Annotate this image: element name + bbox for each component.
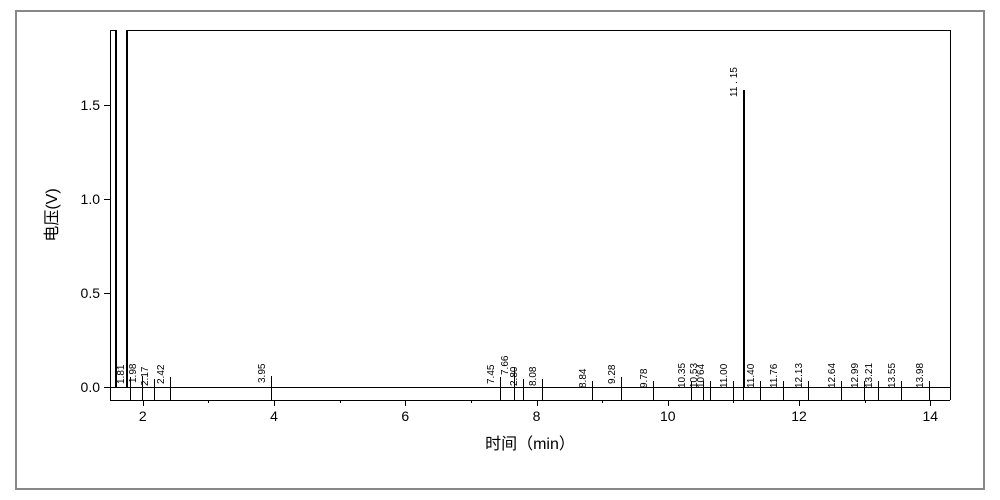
x-tick — [143, 400, 144, 406]
peak-rt-label: 10'64 — [696, 364, 707, 388]
peak-rt-marker — [523, 387, 524, 401]
y-tick — [104, 387, 110, 388]
peak-rt-marker — [864, 387, 865, 401]
peak-rt-marker — [901, 387, 902, 401]
chromatogram-peak — [523, 379, 524, 387]
axis-box-bottom — [110, 400, 950, 401]
chromatogram-peak — [271, 376, 272, 387]
y-tick-label: 1.0 — [81, 191, 100, 207]
x-tick — [537, 400, 538, 406]
chromatogram-peak — [500, 377, 501, 386]
peak-rt-label: 10.35 — [677, 363, 688, 388]
peak-rt-marker — [500, 387, 501, 401]
peak-rt-marker — [878, 387, 879, 401]
peak-rt-marker — [170, 387, 171, 401]
chromatogram-main-peak — [743, 90, 745, 387]
peak-rt-label: 11 . 15 — [729, 67, 740, 97]
chromatogram-peak — [154, 379, 155, 387]
y-tick-label: 1.5 — [81, 97, 100, 113]
solvent-front-edge — [115, 30, 117, 387]
x-axis-label: 时间（min） — [485, 430, 575, 454]
chromatogram-plot: 2 4 6 8 10 12 14 0.0 0.5 1.0 1.5 1.811.982.17 2.42 3.… — [0, 0, 1000, 500]
peak-rt-label: 11.40 — [746, 364, 757, 388]
peak-rt-marker — [808, 387, 809, 401]
x-minor-tick — [602, 400, 603, 403]
x-tick-label: 10 — [660, 408, 676, 424]
peak-rt-label: 7.45 — [486, 365, 497, 384]
x-tick-label: 14 — [923, 408, 939, 424]
peak-rt-marker — [154, 387, 155, 401]
chromatogram-baseline — [110, 387, 950, 388]
peak-rt-label: 11.00 — [719, 364, 730, 388]
peak-rt-marker — [760, 387, 761, 401]
peak-rt-marker — [743, 387, 744, 401]
x-tick-label: 12 — [791, 408, 807, 424]
x-minor-tick — [471, 400, 472, 403]
peak-rt-marker — [710, 387, 711, 401]
peak-rt-marker — [841, 387, 842, 401]
peak-rt-label: 9.28 — [607, 365, 618, 384]
x-tick — [668, 400, 669, 406]
peak-rt-label: 12.64 — [827, 363, 838, 388]
chromatogram-peak — [542, 379, 543, 387]
solvent-front-gap — [117, 29, 126, 32]
peak-rt-marker — [691, 387, 692, 401]
peak-rt-label: 9.78 — [639, 369, 650, 388]
axis-box-right — [950, 30, 951, 400]
axis-box-left — [110, 30, 111, 400]
y-tick — [104, 293, 110, 294]
peak-rt-label: 8.08 — [528, 367, 539, 386]
peak-rt-marker — [703, 387, 704, 401]
x-tick — [799, 400, 800, 406]
y-tick — [104, 105, 110, 106]
x-tick-label: 2 — [139, 408, 147, 424]
peak-rt-marker — [929, 387, 930, 401]
peak-rt-label: 3.95 — [257, 363, 268, 382]
x-tick-label: 4 — [270, 408, 278, 424]
peak-rt-marker — [142, 387, 143, 401]
peak-rt-marker — [514, 387, 515, 401]
x-tick — [930, 400, 931, 406]
x-tick-label: 6 — [401, 408, 409, 424]
y-tick — [104, 199, 110, 200]
y-tick-label: 0.0 — [81, 379, 100, 395]
peak-rt-label: 1.81 — [116, 365, 127, 384]
peak-rt-label: 11.76 — [769, 364, 780, 388]
peak-rt-marker — [542, 387, 543, 401]
peak-rt-label: 13.98 — [915, 363, 926, 388]
peak-rt-label: 2.17 — [140, 367, 151, 386]
x-minor-tick — [208, 400, 209, 403]
solvent-front-edge — [126, 30, 128, 387]
y-tick-label: 0.5 — [81, 285, 100, 301]
x-tick-label: 8 — [533, 408, 541, 424]
peak-rt-label: 12.13 — [794, 363, 805, 388]
x-tick — [274, 400, 275, 406]
peak-rt-label: 2.80 — [509, 367, 520, 386]
peak-rt-label: 13.21 — [864, 363, 875, 388]
peak-rt-marker — [653, 387, 654, 401]
peak-rt-marker — [783, 387, 784, 401]
chromatogram-peak — [621, 377, 622, 386]
peak-rt-label: 2.42 — [156, 365, 167, 384]
peak-rt-marker — [130, 387, 131, 401]
peak-rt-label: 13.55 — [887, 363, 898, 388]
peak-rt-label: 12.99 — [850, 363, 861, 388]
x-minor-tick — [340, 400, 341, 403]
peak-rt-marker — [621, 387, 622, 401]
x-tick — [405, 400, 406, 406]
axis-box-top — [110, 30, 950, 31]
peak-rt-marker — [592, 387, 593, 401]
peak-rt-label: 8.84 — [578, 369, 589, 388]
peak-rt-marker — [271, 387, 272, 401]
peak-rt-label: 1.98 — [128, 363, 139, 382]
peak-rt-marker — [733, 387, 734, 401]
chromatogram-peak — [170, 377, 171, 386]
y-axis-label: 电压(V) — [38, 188, 62, 241]
